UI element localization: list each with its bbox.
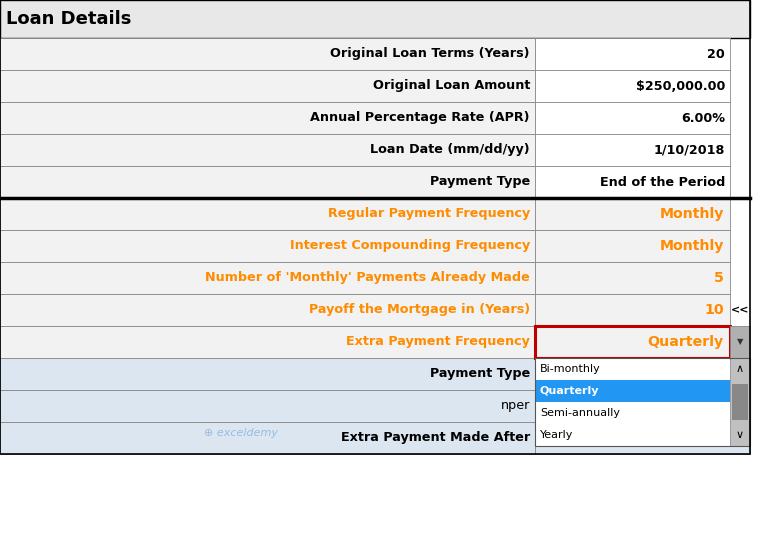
Bar	[0, 358, 535, 390]
Text: Payment Type: Payment Type	[430, 368, 530, 381]
Bar	[535, 390, 750, 422]
Text: Monthly: Monthly	[660, 239, 724, 253]
Text: Quarterly: Quarterly	[648, 335, 724, 349]
Text: Annual Percentage Rate (APR): Annual Percentage Rate (APR)	[311, 111, 530, 125]
Bar	[0, 166, 535, 198]
Text: Original Loan Amount: Original Loan Amount	[373, 79, 530, 93]
Text: Payment Type: Payment Type	[430, 176, 530, 188]
Bar	[0, 326, 535, 358]
Bar	[0, 262, 535, 294]
Text: 6.00%: 6.00%	[681, 111, 725, 125]
Bar	[535, 134, 730, 166]
Text: 20: 20	[707, 47, 725, 61]
Bar	[0, 422, 535, 454]
Bar	[535, 230, 730, 262]
Text: 10: 10	[704, 303, 724, 317]
Text: End of the Period: End of the Period	[600, 176, 725, 188]
Bar	[0, 38, 535, 70]
Text: Quarterly: Quarterly	[540, 386, 600, 396]
Text: ∧: ∧	[736, 364, 744, 374]
Bar	[732, 385, 748, 420]
Bar	[535, 422, 750, 454]
Bar	[535, 294, 730, 326]
Text: <<: <<	[731, 305, 749, 315]
Text: 5: 5	[714, 271, 724, 285]
Bar	[0, 134, 535, 166]
Bar	[0, 70, 535, 102]
Bar	[0, 230, 535, 262]
Bar	[535, 198, 730, 230]
Bar	[535, 166, 730, 198]
Bar	[730, 326, 750, 358]
Bar	[535, 102, 730, 134]
Bar	[535, 402, 730, 424]
Bar	[0, 390, 535, 422]
Text: Extra Payment Made After: Extra Payment Made After	[341, 431, 530, 445]
Text: Bi-monthly: Bi-monthly	[540, 364, 601, 374]
Text: Regular Payment Frequency: Regular Payment Frequency	[328, 208, 530, 220]
Bar	[535, 358, 730, 380]
Bar	[535, 424, 730, 446]
Text: ⊕ exceldemy: ⊕ exceldemy	[204, 428, 278, 438]
Bar	[0, 102, 535, 134]
Text: Loan Details: Loan Details	[6, 10, 131, 28]
Text: 1/10/2018: 1/10/2018	[653, 143, 725, 156]
Text: Payoff the Mortgage in (Years): Payoff the Mortgage in (Years)	[309, 304, 530, 316]
Bar	[535, 70, 730, 102]
Text: Monthly: Monthly	[660, 207, 724, 221]
Bar	[535, 358, 750, 446]
Bar	[0, 0, 750, 454]
Bar	[535, 358, 750, 390]
Bar	[535, 38, 730, 70]
Text: Original Loan Terms (Years): Original Loan Terms (Years)	[331, 47, 530, 61]
Text: Yearly: Yearly	[540, 430, 574, 440]
Text: Loan Date (mm/dd/yy): Loan Date (mm/dd/yy)	[370, 143, 530, 156]
Bar	[730, 358, 750, 446]
Text: nper: nper	[501, 399, 530, 413]
Bar	[535, 262, 730, 294]
Text: ∨: ∨	[736, 430, 744, 440]
Text: Extra Payment Frequency: Extra Payment Frequency	[346, 336, 530, 348]
Bar	[0, 294, 535, 326]
Bar	[535, 326, 730, 358]
Text: Semi-annually: Semi-annually	[540, 408, 620, 418]
Text: Number of 'Monthly' Payments Already Made: Number of 'Monthly' Payments Already Mad…	[206, 272, 530, 284]
Bar	[0, 0, 750, 38]
Text: ▼: ▼	[737, 338, 743, 347]
Text: Interest Compounding Frequency: Interest Compounding Frequency	[290, 240, 530, 252]
Text: $250,000.00: $250,000.00	[636, 79, 725, 93]
Bar	[535, 380, 730, 402]
Bar	[0, 198, 535, 230]
